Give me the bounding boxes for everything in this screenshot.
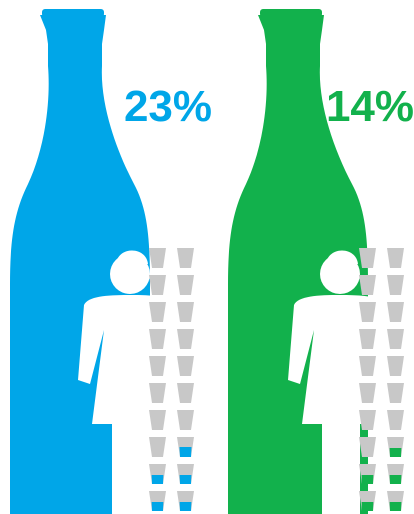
cup-fill xyxy=(361,502,374,511)
cup-fill xyxy=(179,475,192,484)
bottle-neck-band xyxy=(42,9,104,17)
cup-fill xyxy=(179,447,192,457)
cup-icon xyxy=(149,356,166,376)
cup-fill xyxy=(389,502,402,511)
cup-icon xyxy=(387,329,404,349)
cup-icon xyxy=(149,329,166,349)
cup-icon xyxy=(177,302,194,322)
cup-icon xyxy=(359,248,376,268)
cup-grid xyxy=(359,248,404,511)
cup-icon xyxy=(387,410,404,430)
cup-icon xyxy=(149,275,166,295)
cup-icon xyxy=(359,383,376,403)
percentage-label: 23% xyxy=(124,82,212,131)
cup-icon xyxy=(359,302,376,322)
woman-icon xyxy=(288,250,390,514)
percentage-label: 14% xyxy=(326,82,414,131)
cup-icon xyxy=(149,437,166,457)
cup-icon xyxy=(177,410,194,430)
cup-icon xyxy=(177,248,194,268)
cup-icon xyxy=(359,410,376,430)
cup-icon xyxy=(359,356,376,376)
cup-icon xyxy=(387,248,404,268)
cup-icon xyxy=(149,248,166,268)
cup-icon xyxy=(359,437,376,457)
cup-icon xyxy=(359,275,376,295)
cup-fill xyxy=(179,502,192,511)
cup-fill xyxy=(151,502,164,511)
cup-icon xyxy=(177,329,194,349)
bottle-neck-band xyxy=(260,9,322,17)
cup-icon xyxy=(387,383,404,403)
cup-icon xyxy=(359,329,376,349)
cup-icon xyxy=(387,275,404,295)
cup-fill xyxy=(389,475,402,484)
woman-icon xyxy=(78,250,180,514)
panel-green: 14% xyxy=(228,9,414,514)
cup-icon xyxy=(387,356,404,376)
cup-icon xyxy=(149,302,166,322)
cup-icon xyxy=(177,356,194,376)
cup-fill xyxy=(389,448,402,457)
cup-icon xyxy=(387,302,404,322)
cup-icon xyxy=(177,383,194,403)
cup-icon xyxy=(149,410,166,430)
cup-fill xyxy=(361,475,374,484)
cup-icon xyxy=(149,383,166,403)
cup-icon xyxy=(177,275,194,295)
panel-blue: 23% xyxy=(10,9,212,514)
cup-grid xyxy=(149,248,194,511)
cup-fill xyxy=(151,475,164,484)
